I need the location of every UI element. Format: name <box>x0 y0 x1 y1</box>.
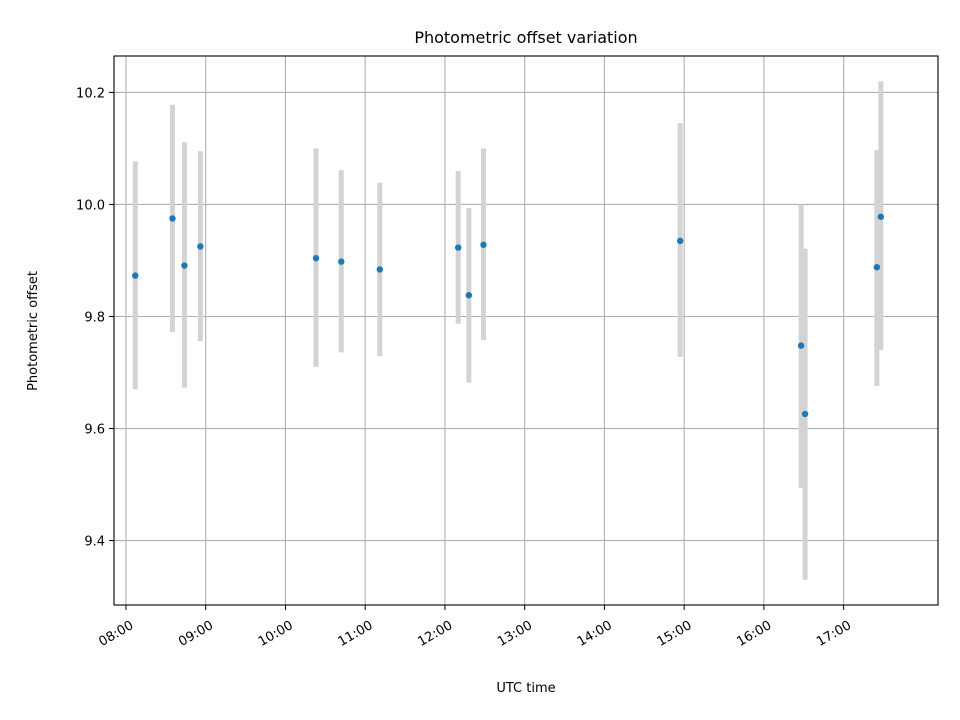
data-point <box>197 243 204 250</box>
x-axis-label: UTC time <box>496 681 555 696</box>
y-axis-ticks: 9.4 9.6 9.8 10.0 10.2 <box>76 86 114 550</box>
y-tick-label: 9.4 <box>84 535 105 550</box>
data-point <box>480 241 487 248</box>
plot-frame <box>113 55 939 606</box>
data-point <box>797 342 805 349</box>
y-axis-label: Photometric offset <box>26 271 41 391</box>
y-tick-label: 10.0 <box>76 198 105 213</box>
y-tick-label: 10.2 <box>76 86 105 101</box>
data-point <box>873 263 881 271</box>
data-point <box>465 292 473 299</box>
data-point <box>801 410 809 418</box>
data-point <box>338 258 345 265</box>
data-points <box>132 213 885 418</box>
data-point <box>181 262 188 269</box>
data-point <box>455 244 462 251</box>
data-point <box>312 255 320 262</box>
y-tick-label: 9.6 <box>84 423 105 438</box>
data-point <box>877 213 885 220</box>
data-point <box>132 272 139 279</box>
chart-title: Photometric offset variation <box>414 28 637 47</box>
data-point <box>376 266 384 273</box>
data-point <box>676 237 684 245</box>
data-point <box>169 215 176 222</box>
y-tick-label: 9.8 <box>84 310 105 325</box>
